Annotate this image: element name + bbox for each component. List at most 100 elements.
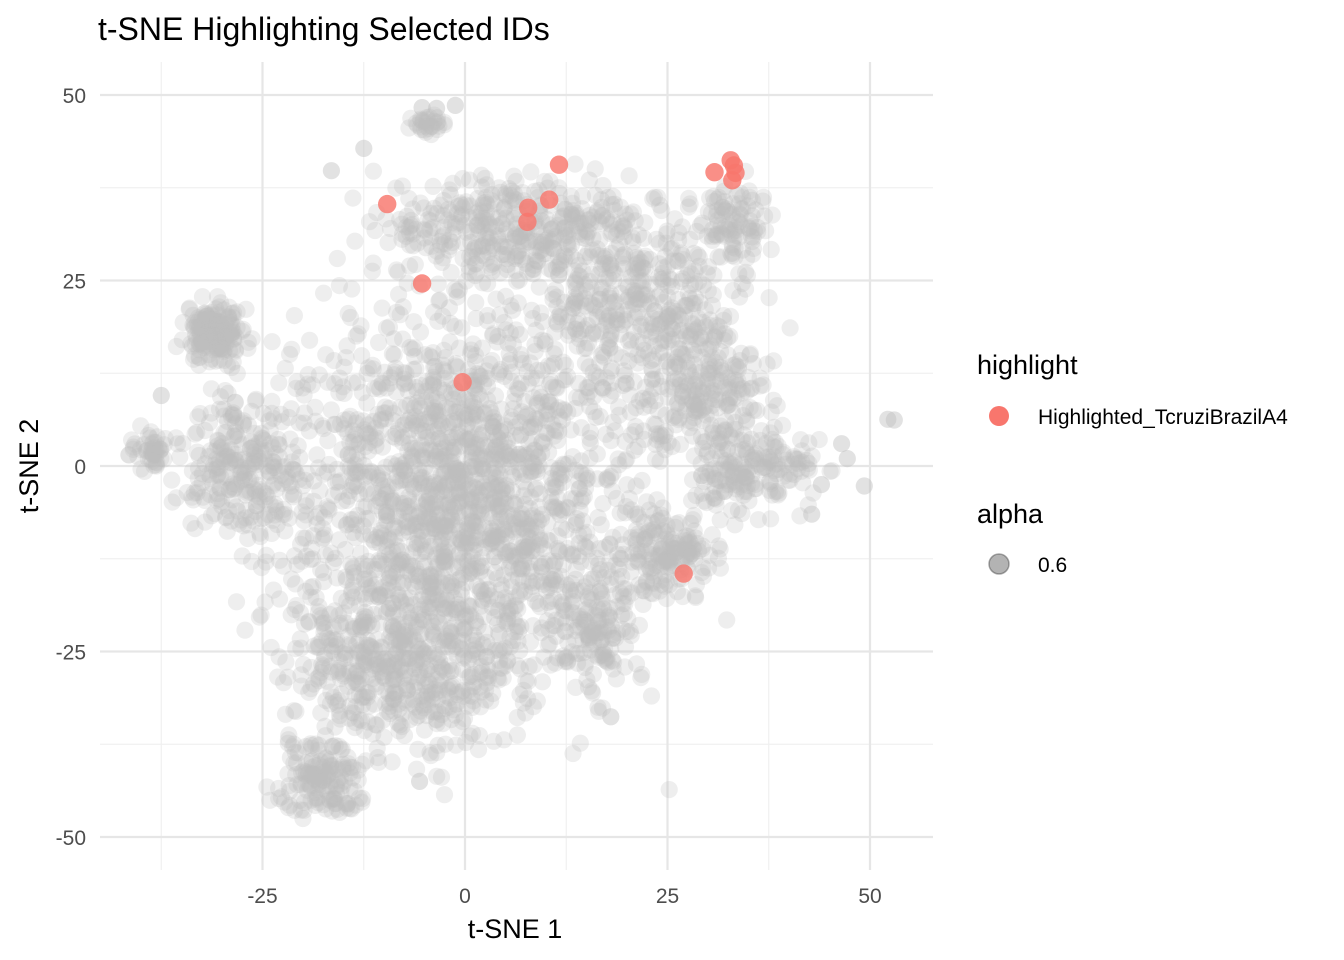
background-point	[497, 495, 515, 513]
background-point	[478, 568, 496, 587]
background-point	[478, 369, 497, 387]
background-point	[540, 620, 558, 639]
background-point	[630, 226, 648, 244]
background-point	[344, 576, 362, 595]
background-point	[417, 422, 435, 441]
background-point	[322, 544, 340, 562]
background-point	[428, 506, 446, 524]
background-point	[511, 642, 529, 660]
background-point	[407, 416, 425, 435]
background-point	[621, 403, 639, 421]
background-point	[564, 547, 582, 565]
background-point	[543, 469, 561, 487]
background-point	[656, 423, 675, 441]
background-point	[543, 415, 562, 434]
background-point	[402, 565, 420, 584]
background-point	[425, 624, 443, 643]
background-point	[469, 617, 487, 636]
x-tick-label: 25	[656, 885, 679, 908]
background-point	[467, 376, 485, 394]
background-point	[347, 516, 366, 534]
background-point	[477, 209, 495, 227]
background-point	[374, 490, 392, 509]
background-point	[366, 431, 384, 449]
background-point	[282, 606, 300, 624]
x-tick-label: -25	[247, 885, 277, 908]
background-point	[461, 476, 479, 494]
background-point	[602, 568, 620, 586]
background-point	[732, 216, 750, 234]
background-point	[578, 671, 596, 689]
background-point	[556, 371, 574, 389]
background-point	[511, 326, 529, 344]
background-point	[586, 297, 604, 315]
y-tick-label: 25	[63, 271, 86, 294]
background-point	[486, 609, 504, 627]
background-point	[593, 206, 612, 225]
background-point	[493, 497, 511, 515]
background-point	[497, 321, 515, 339]
background-point	[531, 485, 549, 503]
background-point	[518, 544, 536, 562]
background-point	[507, 538, 525, 556]
background-point	[378, 531, 396, 550]
background-point	[558, 576, 576, 594]
background-point	[495, 443, 513, 461]
background-point	[666, 312, 684, 330]
background-point	[682, 545, 701, 563]
background-point	[514, 694, 533, 712]
background-point	[492, 423, 510, 441]
background-point	[381, 493, 399, 511]
background-point	[342, 511, 360, 529]
background-point	[739, 368, 758, 387]
background-point	[423, 481, 441, 499]
background-point	[449, 633, 467, 651]
background-point	[593, 631, 611, 649]
background-point	[538, 424, 557, 442]
background-point	[443, 661, 462, 680]
background-point	[345, 477, 364, 496]
background-point	[315, 529, 333, 547]
background-point	[460, 517, 478, 535]
background-point	[304, 527, 322, 545]
background-point	[457, 471, 475, 489]
background-point	[460, 686, 479, 705]
background-point	[252, 606, 270, 624]
background-point	[549, 527, 567, 545]
background-point	[473, 339, 491, 357]
background-point	[493, 481, 512, 499]
background-point	[366, 419, 385, 437]
background-point	[430, 292, 448, 310]
background-point	[328, 569, 346, 587]
background-point	[383, 491, 401, 509]
background-point	[427, 486, 446, 504]
background-point	[448, 403, 466, 421]
background-point	[490, 601, 508, 619]
background-point	[430, 474, 449, 492]
background-point	[364, 360, 382, 378]
background-point	[364, 254, 382, 272]
background-point	[316, 526, 334, 544]
background-point	[517, 446, 535, 464]
background-point	[497, 445, 515, 463]
y-tick-label: 50	[63, 85, 86, 108]
background-point	[498, 504, 516, 522]
background-point	[738, 476, 757, 494]
background-point	[522, 516, 540, 534]
background-point	[501, 450, 519, 468]
background-point	[469, 501, 488, 520]
background-point	[193, 474, 211, 492]
highlighted-point	[378, 194, 397, 214]
legend-alpha-label: 0.6	[1038, 554, 1067, 577]
background-point	[674, 270, 692, 288]
background-point	[454, 474, 472, 492]
background-point	[424, 344, 442, 362]
background-point	[683, 491, 701, 510]
background-point	[322, 162, 340, 180]
background-point	[360, 579, 378, 597]
background-point	[429, 275, 447, 293]
background-point	[559, 653, 577, 671]
background-point	[286, 575, 304, 593]
legend-alpha-key	[988, 553, 1010, 575]
